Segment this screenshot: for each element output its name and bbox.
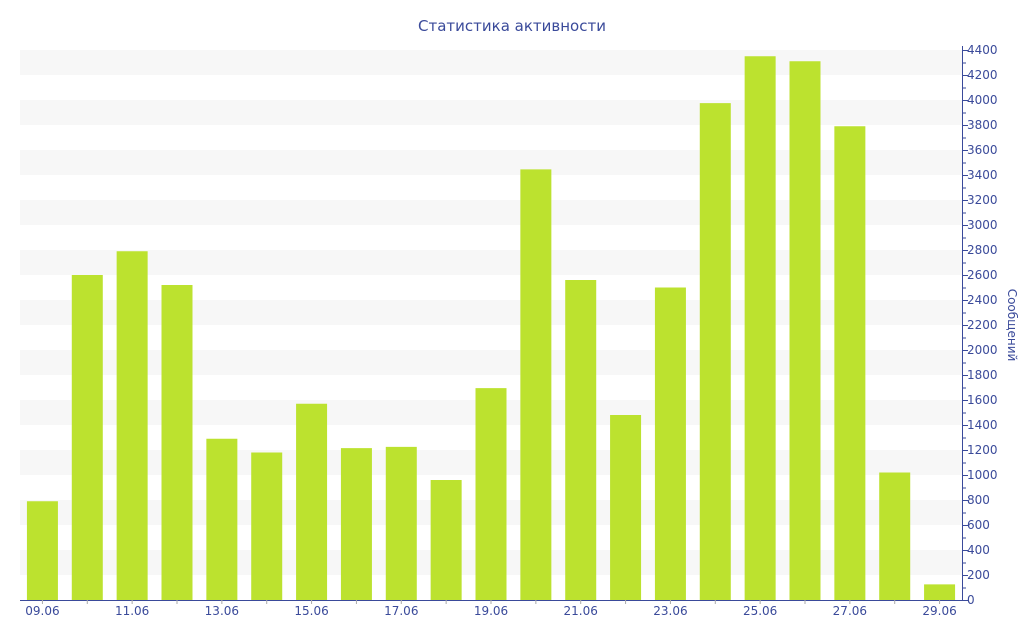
chart-title: Статистика активности	[418, 17, 606, 35]
x-tick-label: 25.06	[743, 604, 777, 618]
grid-band	[20, 50, 962, 75]
grid-band	[20, 300, 962, 325]
bar-15.06	[296, 403, 328, 600]
y-tick-label: 1800	[967, 368, 998, 382]
x-tick-label: 21.06	[564, 604, 598, 618]
bar-16.06	[340, 448, 372, 600]
y-tick-label: 2000	[967, 343, 998, 357]
y-tick-label: 200	[967, 568, 990, 582]
grid-band	[20, 200, 962, 225]
y-tick-label: 4400	[967, 43, 998, 57]
y-tick-label: 400	[967, 543, 990, 557]
y-tick-label: 1600	[967, 393, 998, 407]
y-tick-label: 800	[967, 493, 990, 507]
x-tick-label: 23.06	[653, 604, 687, 618]
grid-band	[20, 150, 962, 175]
y-tick-label: 2200	[967, 318, 998, 332]
y-axis-label: Сообщений	[1005, 289, 1019, 362]
bar-21.06	[565, 280, 597, 600]
y-tick-label: 3400	[967, 168, 998, 182]
bar-12.06	[161, 285, 193, 600]
bar-10.06	[71, 275, 103, 600]
y-tick-label: 4200	[967, 68, 998, 82]
y-tick-label: 1000	[967, 468, 998, 482]
bar-20.06	[520, 169, 552, 600]
bar-13.06	[206, 438, 238, 600]
x-tick-label: 13.06	[205, 604, 239, 618]
x-tick-label: 29.06	[922, 604, 956, 618]
y-tick-label: 1400	[967, 418, 998, 432]
y-tick-label: 2400	[967, 293, 998, 307]
grid-band	[20, 100, 962, 125]
x-tick-label: 17.06	[384, 604, 418, 618]
bar-29.06	[924, 584, 956, 600]
bar-11.06	[116, 251, 148, 600]
grid-band	[20, 350, 962, 375]
x-tick-label: 19.06	[474, 604, 508, 618]
grid-band	[20, 250, 962, 275]
bar-26.06	[789, 61, 821, 600]
bar-28.06	[879, 472, 911, 600]
x-tick-label: 15.06	[294, 604, 328, 618]
x-tick-label: 11.06	[115, 604, 149, 618]
bar-18.06	[430, 480, 462, 600]
y-tick-label: 2800	[967, 243, 998, 257]
y-tick-label: 3800	[967, 118, 998, 132]
x-tick-label: 09.06	[25, 604, 59, 618]
bar-14.06	[251, 452, 283, 600]
y-tick-label: 2600	[967, 268, 998, 282]
bar-19.06	[475, 388, 507, 600]
bar-25.06	[744, 56, 776, 600]
y-tick-label: 600	[967, 518, 990, 532]
bar-09.06	[26, 501, 58, 600]
bar-23.06	[654, 287, 686, 600]
bar-22.06	[610, 415, 642, 600]
bar-27.06	[834, 126, 866, 600]
y-tick-label: 4000	[967, 93, 998, 107]
bar-24.06	[699, 103, 731, 600]
y-tick-label: 3000	[967, 218, 998, 232]
y-tick-label: 3200	[967, 193, 998, 207]
bar-17.06	[385, 446, 417, 600]
y-tick-label: 0	[967, 593, 975, 607]
y-tick-label: 1200	[967, 443, 998, 457]
x-tick-label: 27.06	[833, 604, 867, 618]
y-tick-label: 3600	[967, 143, 998, 157]
